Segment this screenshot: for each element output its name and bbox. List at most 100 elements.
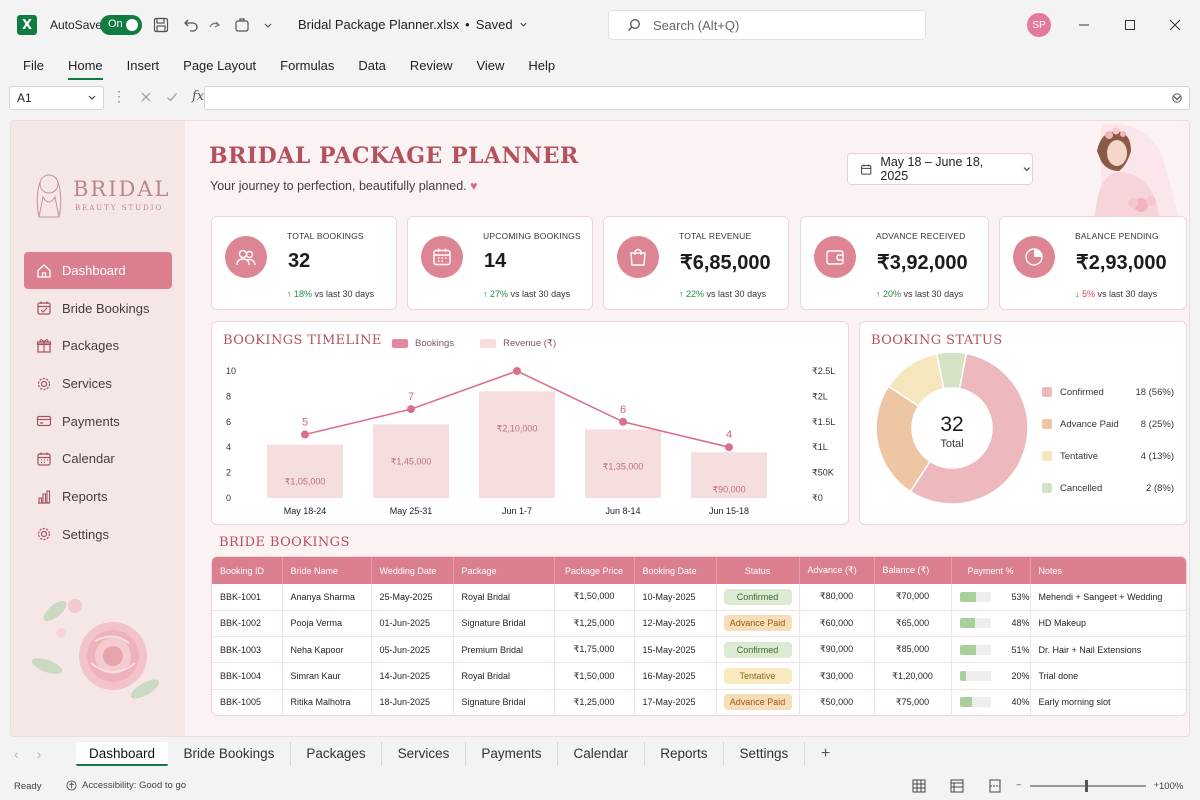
table-row[interactable]: BBK-1004 Simran Kaur 14-Jun-2025 Royal Brid… bbox=[212, 662, 1186, 690]
booking-status-donut-chart: 32 Total bbox=[875, 351, 1029, 505]
column-header[interactable]: Bride Name bbox=[282, 557, 372, 584]
gear-icon bbox=[35, 375, 53, 393]
balance-cell: ₹70,000 bbox=[874, 584, 952, 611]
table-row[interactable]: BBK-1001 Ananya Sharma 25-May-2025 Royal Br… bbox=[212, 584, 1186, 611]
accessibility-text: Accessibility: Good to go bbox=[82, 780, 187, 791]
sheet-tab-dashboard[interactable]: Dashboard bbox=[76, 742, 169, 766]
scroll-tabs-right-icon[interactable]: › bbox=[36, 746, 42, 762]
maximize-button[interactable] bbox=[1118, 13, 1142, 37]
package-price-cell: ₹1,25,000 bbox=[554, 610, 635, 638]
save-icon[interactable] bbox=[150, 14, 172, 36]
autosave-label: AutoSave bbox=[50, 18, 103, 32]
bookings-timeline-panel: BOOKINGS TIMELINE Bookings Revenue (₹) 0… bbox=[211, 321, 849, 525]
scroll-tabs-left-icon[interactable]: ‹ bbox=[14, 746, 19, 762]
menu-insert[interactable]: Insert bbox=[126, 58, 160, 73]
autosave-toggle[interactable]: On bbox=[100, 15, 142, 35]
redo-icon[interactable] bbox=[204, 14, 226, 36]
column-header[interactable]: Package Price bbox=[554, 557, 635, 584]
zoom-slider[interactable] bbox=[1029, 779, 1146, 792]
column-header[interactable]: Status bbox=[716, 557, 800, 584]
kpi-label: ADVANCE RECEIVED bbox=[876, 231, 966, 241]
column-header[interactable]: Package bbox=[453, 557, 555, 584]
sidebar-item-packages[interactable]: Packages bbox=[24, 327, 172, 364]
table-row[interactable]: BBK-1002 Pooja Verma 01-Jun-2025 Signature … bbox=[212, 610, 1186, 638]
user-avatar[interactable]: SP bbox=[1027, 13, 1051, 37]
menu-data[interactable]: Data bbox=[358, 58, 386, 73]
table-row[interactable]: BBK-1005 Ritika Malhotra 18-Jun-2025 Signat… bbox=[212, 689, 1186, 715]
booking-date-cell: 10-May-2025 bbox=[634, 584, 717, 611]
sheet-tab-bride-bookings[interactable]: Bride Bookings bbox=[168, 742, 291, 766]
name-box[interactable]: A1 bbox=[9, 86, 104, 110]
right-axis-tick: ₹1L bbox=[812, 442, 828, 452]
formula-input[interactable] bbox=[204, 86, 1190, 110]
page-break-view-icon[interactable] bbox=[988, 779, 1002, 793]
sidebar-item-bride-bookings[interactable]: Bride Bookings bbox=[24, 290, 172, 327]
enter-check-icon[interactable] bbox=[166, 91, 178, 103]
heart-icon: ♥ bbox=[470, 179, 478, 193]
sidebar-item-dashboard[interactable]: Dashboard bbox=[24, 252, 172, 289]
sidebar-item-settings[interactable]: Settings bbox=[24, 516, 172, 553]
sheet-tab-reports[interactable]: Reports bbox=[645, 742, 725, 766]
cancel-icon[interactable] bbox=[140, 91, 152, 103]
document-title[interactable]: Bridal Package Planner.xlsx • Saved bbox=[298, 17, 528, 32]
column-header[interactable]: Advance (₹) bbox=[799, 557, 875, 584]
sheet-tab-calendar[interactable]: Calendar bbox=[558, 742, 645, 766]
menu-formulas[interactable]: Formulas bbox=[280, 58, 335, 73]
menu-view[interactable]: View bbox=[476, 58, 505, 73]
zoom-slider-thumb[interactable] bbox=[1084, 779, 1088, 792]
booking-id-cell: BBK-1001 bbox=[212, 584, 283, 611]
normal-view-icon[interactable] bbox=[912, 779, 926, 793]
column-header[interactable]: Payment % bbox=[951, 557, 1031, 584]
package-cell: Royal Bridal bbox=[453, 584, 555, 611]
customize-toolbar-icon[interactable] bbox=[257, 14, 279, 36]
close-button[interactable] bbox=[1163, 13, 1187, 37]
sheet-tab-services[interactable]: Services bbox=[382, 742, 466, 766]
donut-slice-confirmed bbox=[909, 352, 1029, 505]
column-header[interactable]: Booking Date bbox=[634, 557, 717, 584]
donut-slice-cancelled bbox=[935, 351, 968, 390]
x-axis-tick: May 25-31 bbox=[390, 506, 433, 516]
sidebar-item-payments[interactable]: Payments bbox=[24, 403, 172, 440]
minimize-button[interactable] bbox=[1072, 13, 1096, 37]
menu-review[interactable]: Review bbox=[409, 58, 453, 73]
sidebar-item-services[interactable]: Services bbox=[24, 365, 172, 402]
sheet-tab-settings[interactable]: Settings bbox=[724, 742, 805, 766]
status-cell: Tentative bbox=[716, 662, 800, 690]
menu-home[interactable]: Home bbox=[59, 52, 112, 80]
table-row[interactable]: BBK-1003 Neha Kapoor 05-Jun-2025 Premium Br… bbox=[212, 636, 1186, 664]
zoom-in-button[interactable]: + bbox=[1153, 780, 1160, 791]
bride-name-cell: Neha Kapoor bbox=[282, 636, 372, 664]
undo-icon[interactable] bbox=[180, 14, 202, 36]
kpi-delta-text: vs last 30 days bbox=[903, 289, 964, 299]
sidebar-item-calendar[interactable]: Calendar bbox=[24, 440, 172, 477]
payment-percent-label: 48% bbox=[1011, 618, 1030, 629]
column-header[interactable]: Booking ID bbox=[212, 557, 283, 584]
column-header[interactable]: Wedding Date bbox=[371, 557, 454, 584]
sheet-tab-packages[interactable]: Packages bbox=[291, 742, 383, 766]
more-options-icon[interactable]: ⋮ bbox=[112, 88, 126, 104]
balance-cell: ₹85,000 bbox=[874, 636, 952, 664]
status-name: Advance Paid bbox=[1060, 418, 1119, 430]
expand-formula-bar-icon[interactable] bbox=[1172, 93, 1182, 103]
menu-page-layout[interactable]: Page Layout bbox=[183, 58, 257, 73]
menu-help[interactable]: Help bbox=[528, 58, 556, 73]
package-cell: Signature Bridal bbox=[453, 689, 555, 715]
column-header[interactable]: Balance (₹) bbox=[874, 557, 952, 584]
bar-chart-icon bbox=[35, 488, 53, 506]
menu-file[interactable]: File bbox=[23, 58, 44, 73]
sheet-tab-payments[interactable]: Payments bbox=[466, 742, 558, 766]
insert-function-icon[interactable]: fx bbox=[192, 89, 205, 104]
page-layout-view-icon[interactable] bbox=[950, 779, 964, 793]
zoom-level[interactable]: 100% bbox=[1159, 781, 1184, 792]
zoom-out-button[interactable]: − bbox=[1016, 780, 1022, 791]
status-cell: Advance Paid bbox=[716, 689, 800, 715]
accessibility-status[interactable]: Accessibility: Good to go bbox=[66, 780, 186, 791]
column-header[interactable]: Notes bbox=[1030, 557, 1186, 584]
date-range-picker[interactable]: May 18 – June 18, 2025 bbox=[847, 153, 1033, 185]
touch-mode-icon[interactable] bbox=[231, 14, 253, 36]
search-box[interactable]: Search (Alt+Q) bbox=[608, 10, 926, 40]
sidebar-item-reports[interactable]: Reports bbox=[24, 478, 172, 515]
kpi-total-bookings: TOTAL BOOKINGS 32 ↑ 18% vs last 30 days bbox=[211, 216, 397, 310]
add-sheet-icon[interactable]: + bbox=[820, 745, 831, 762]
payment-progress-fill bbox=[959, 697, 973, 708]
